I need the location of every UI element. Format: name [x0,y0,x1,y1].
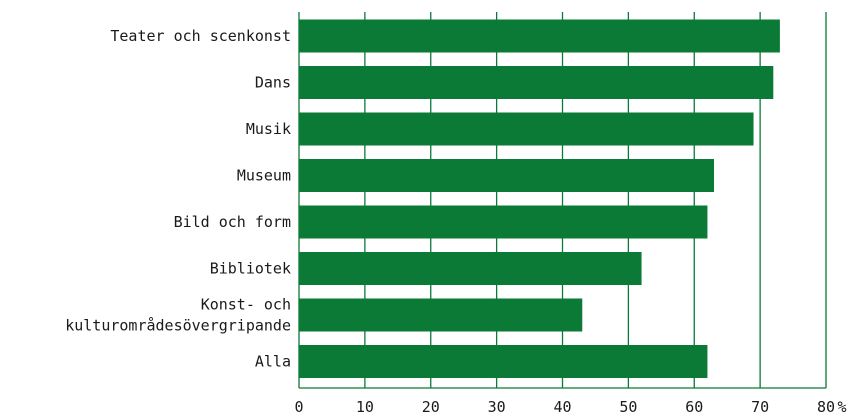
category-label-line: Teater och scenkonst [110,27,291,45]
bar-7 [299,345,708,378]
x-tick-label-80: 80 [817,398,835,415]
x-tick-label-50: 50 [619,398,637,415]
x-axis: 0 10 20 30 40 50 60 70 80 [294,387,835,415]
category-label-0: Teater och scenkonst [110,27,291,45]
x-tick-label-40: 40 [553,398,571,415]
category-label-3: Museum [237,167,291,185]
x-tick-label-10: 10 [356,398,374,415]
bar-3 [299,159,715,192]
category-label-5: Bibliotek [210,260,291,278]
x-tick-label-20: 20 [422,398,440,415]
bar-2 [299,112,754,146]
category-label-1: Dans [255,74,291,92]
x-tick-label-0: 0 [294,398,303,415]
category-label-line: Museum [237,167,291,185]
category-label-line: Alla [255,353,291,371]
category-label-line: kulturområdesövergripande [65,317,291,335]
bar-6 [299,298,583,332]
category-label-line: Dans [255,74,291,92]
bar-1 [299,66,774,99]
category-label-2: Musik [246,120,291,138]
category-label-line: Bibliotek [210,260,291,278]
bars [299,19,780,378]
bar-5 [299,252,642,285]
category-label-4: Bild och form [174,213,291,231]
category-label-line: Bild och form [174,213,291,231]
category-labels: Teater och scenkonst Dans Musik Museum Bild … [65,27,291,371]
category-label-line: Konst- och [201,296,291,314]
category-label-7: Alla [255,353,291,371]
x-tick-label-30: 30 [488,398,506,415]
bar-0 [299,19,780,53]
x-tick-label-60: 60 [685,398,703,415]
category-label-6: Konst- och kulturområdesövergripande [65,296,291,335]
category-label-line: Musik [246,120,291,138]
x-tick-label-70: 70 [751,398,769,415]
bar-4 [299,205,708,239]
x-axis-unit-label: % [837,398,846,415]
